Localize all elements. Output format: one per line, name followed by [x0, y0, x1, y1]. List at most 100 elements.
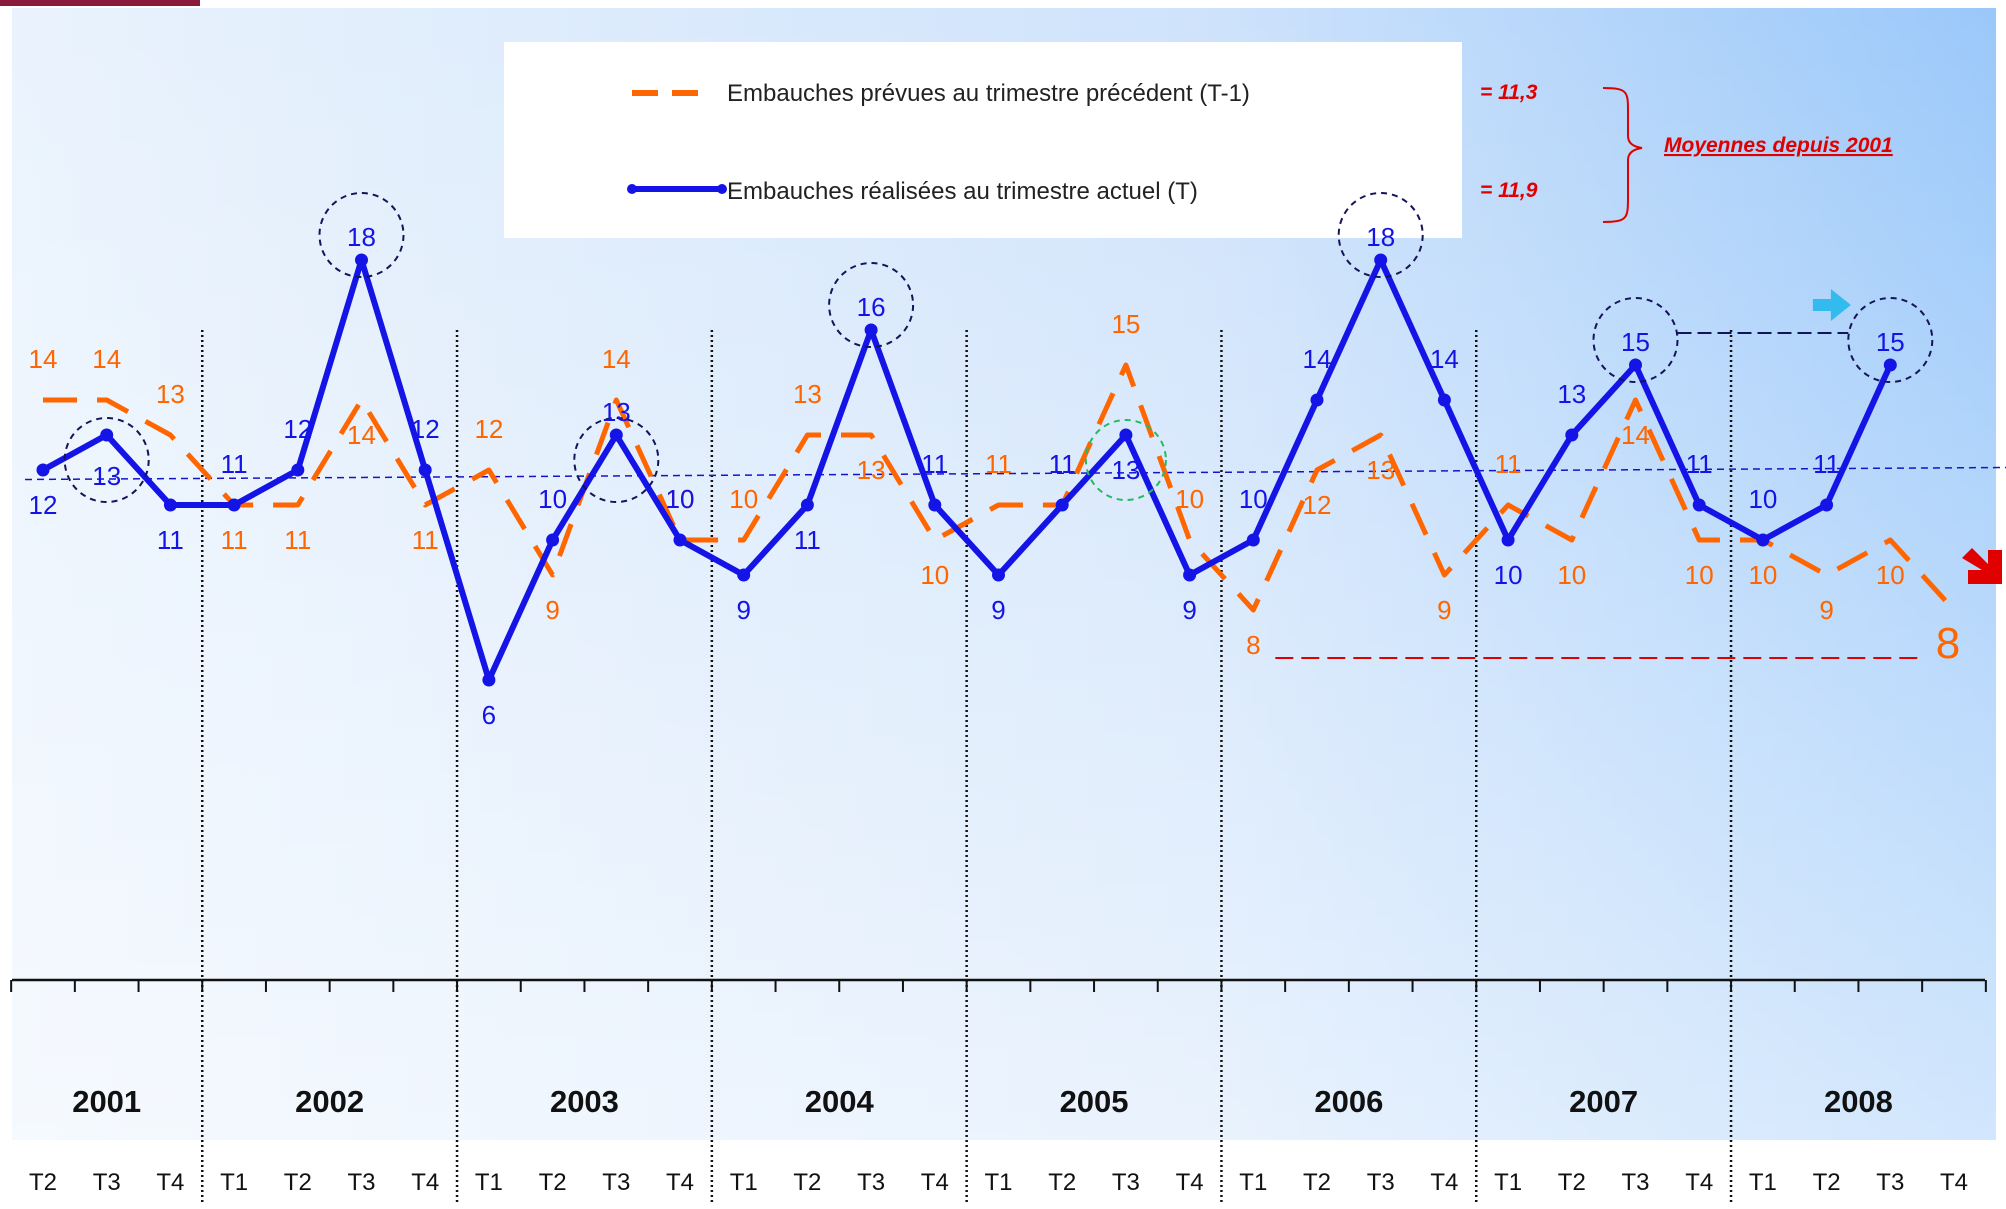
series-planned-line	[43, 362, 1956, 613]
quarter-label: T1	[475, 1169, 503, 1196]
actual-point	[1310, 393, 1324, 407]
quarter-label: T4	[1685, 1169, 1713, 1196]
planned-data-label: 12	[1303, 490, 1332, 520]
actual-data-label: 11	[157, 525, 184, 555]
quarter-label: T2	[1303, 1169, 1331, 1196]
quarter-label: T4	[1430, 1169, 1458, 1196]
quarter-label: T1	[730, 1169, 758, 1196]
planned-data-label: 14	[602, 344, 631, 374]
quarter-label: T1	[984, 1169, 1012, 1196]
actual-point	[355, 253, 368, 267]
chart-body: T2 T3 T4 T1 T2 T3 T4 T1 T2 T3 T4 T1 T2 T3 T4 T1 T2 T3 T4 T1…	[10, 192, 2006, 1205]
year-label: 2003	[550, 1084, 619, 1119]
planned-data-label: 9	[545, 595, 559, 625]
actual-point	[1183, 568, 1197, 582]
year-label: 2007	[1569, 1084, 1638, 1119]
planned-data-label: 9	[1819, 595, 1833, 625]
actual-data-label: 10	[1494, 560, 1523, 590]
actual-data-label: 11	[1049, 449, 1076, 479]
planned-data-label: 14	[1621, 420, 1650, 450]
actual-point	[800, 498, 814, 512]
planned-data-label: 10	[1685, 560, 1714, 590]
planned-data-label: 14	[29, 344, 58, 374]
quarter-label: T3	[1112, 1169, 1140, 1196]
quarter-label: T4	[1940, 1169, 1968, 1196]
quarter-label: T2	[1813, 1169, 1841, 1196]
actual-data-label: 9	[736, 595, 750, 625]
actual-data-label: 10	[666, 484, 695, 514]
quarter-label: T2	[284, 1169, 312, 1196]
actual-point	[673, 533, 687, 547]
actual-point	[36, 463, 50, 477]
quarter-label: T4	[666, 1169, 694, 1196]
planned-data-label: 10	[1175, 484, 1204, 514]
legend-actual-average: = 11,9	[1480, 179, 1538, 202]
actual-data-label: 11	[794, 525, 821, 555]
averages-note: Moyennes depuis 2001	[1664, 134, 1893, 157]
planned-data-label: 10	[1557, 560, 1586, 590]
year-label: 2001	[72, 1084, 141, 1119]
actual-data-label: 12	[29, 490, 58, 520]
legend-actual-label: Embauches réalisées au trimestre actuel …	[727, 178, 1198, 205]
quarter-label: T4	[1176, 1169, 1204, 1196]
year-label: 2005	[1060, 1084, 1129, 1119]
planned-data-label: 13	[793, 379, 822, 409]
quarter-label: T2	[1048, 1169, 1076, 1196]
actual-point	[418, 463, 432, 477]
actual-data-label: 12	[411, 414, 440, 444]
actual-point	[1565, 428, 1579, 442]
average-line	[24, 466, 2006, 481]
actual-data-label: 10	[538, 484, 567, 514]
actual-data-label: 10	[1748, 484, 1777, 514]
legend-box	[504, 42, 1462, 238]
actual-point	[1374, 253, 1388, 267]
planned-data-label: 11	[1495, 449, 1522, 479]
peak-highlight-circle	[318, 192, 405, 278]
actual-data-label: 9	[1182, 595, 1196, 625]
year-label: 2004	[805, 1084, 875, 1119]
series-actual-line	[41, 257, 1894, 683]
quarter-label: T4	[411, 1169, 439, 1196]
peak-highlight-circle	[1592, 297, 1679, 383]
actual-data-label: 13	[1111, 455, 1140, 485]
actual-data-label: 11	[221, 449, 248, 479]
actual-point	[546, 533, 560, 547]
legend-planned-label: Embauches prévues au trimestre précédent…	[727, 80, 1250, 107]
actual-point	[1437, 393, 1451, 407]
actual-data-label: 14	[1430, 344, 1459, 374]
corner-accent	[0, 0, 200, 6]
actual-data-label: 15	[1876, 327, 1905, 357]
actual-data-label: 13	[602, 397, 631, 427]
actual-point	[163, 498, 177, 512]
legend: Embauches prévues au trimestre précédent…	[504, 42, 1893, 238]
planned-data-label: 13	[857, 455, 886, 485]
actual-data-label: 13	[1557, 379, 1586, 409]
actual-data-label: 15	[1621, 327, 1650, 357]
peak-highlight-circle	[1337, 192, 1424, 278]
quarter-label: T3	[1621, 1169, 1649, 1196]
actual-point	[482, 673, 496, 687]
quarter-label: T1	[1239, 1169, 1267, 1196]
planned-highlight-circle	[1084, 419, 1167, 501]
planned-data-label: 11	[412, 525, 439, 555]
actual-data-label: 18	[347, 222, 376, 252]
quarter-label: T4	[156, 1169, 184, 1196]
actual-point	[737, 568, 751, 582]
quarter-label: T3	[857, 1169, 885, 1196]
year-label: 2002	[295, 1084, 364, 1119]
planned-data-label: 14	[347, 420, 376, 450]
year-label: 2008	[1824, 1084, 1893, 1119]
planned-data-label: 10	[920, 560, 949, 590]
actual-data-label: 11	[921, 449, 948, 479]
actual-point	[1692, 498, 1706, 512]
actual-point	[864, 323, 878, 337]
actual-data-label: 12	[283, 414, 312, 444]
quarter-label: T2	[793, 1169, 821, 1196]
actual-point	[1246, 533, 1260, 547]
planned-data-label: 11	[1049, 449, 1076, 479]
actual-point	[992, 568, 1005, 582]
quarter-label: T1	[220, 1169, 248, 1196]
trend-down-arrow-icon	[1962, 548, 2002, 584]
planned-data-label: 10	[1748, 560, 1777, 590]
